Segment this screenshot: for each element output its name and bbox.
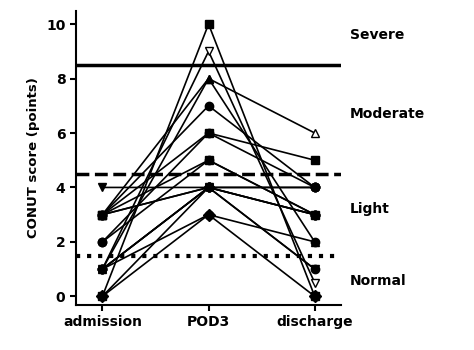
Text: Normal: Normal <box>350 274 406 288</box>
Text: Moderate: Moderate <box>350 107 425 121</box>
Text: Severe: Severe <box>350 28 404 42</box>
Y-axis label: CONUT score (points): CONUT score (points) <box>27 77 40 238</box>
Text: Light: Light <box>350 202 390 216</box>
